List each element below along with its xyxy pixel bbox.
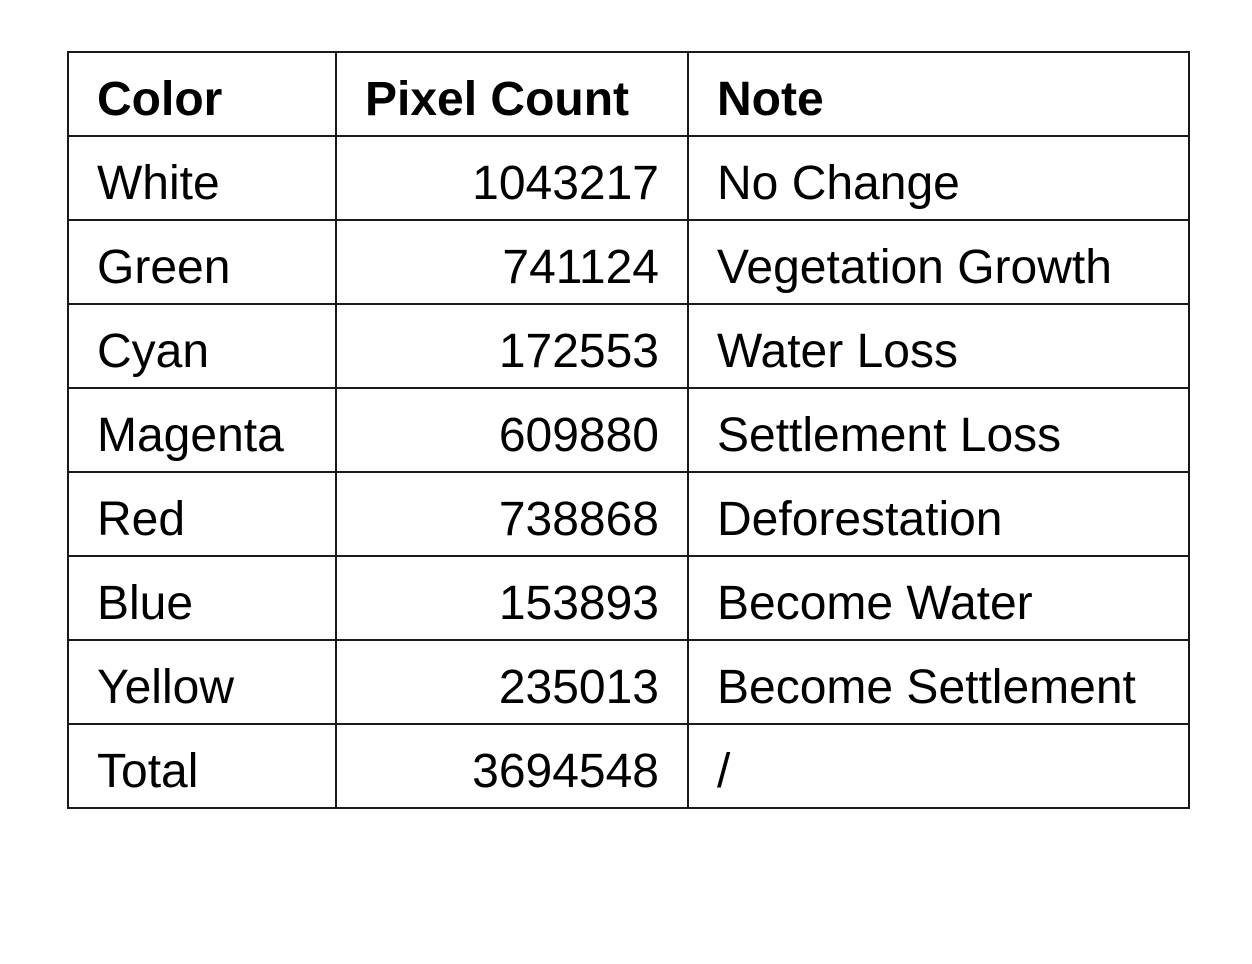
table-row: Yellow 235013 Become Settlement [67,639,1190,725]
cell-note: Deforestation [687,471,1190,557]
cell-color: White [67,135,337,221]
cell-note: Settlement Loss [687,387,1190,473]
cell-color: Total [67,723,337,809]
table-row-total: Total 3694548 / [67,723,1190,809]
cell-color: Yellow [67,639,337,725]
cell-note: / [687,723,1190,809]
cell-note: Vegetation Growth [687,219,1190,305]
cell-pixel-count: 741124 [335,219,689,305]
table-row: Magenta 609880 Settlement Loss [67,387,1190,473]
cell-pixel-count: 609880 [335,387,689,473]
table-row: White 1043217 No Change [67,135,1190,221]
table-body: White 1043217 No Change Green 741124 Veg… [67,135,1190,809]
table-row: Red 738868 Deforestation [67,471,1190,557]
header-color: Color [67,51,337,137]
cell-note: Become Water [687,555,1190,641]
cell-color: Blue [67,555,337,641]
cell-color: Cyan [67,303,337,389]
cell-note: Become Settlement [687,639,1190,725]
cell-note: No Change [687,135,1190,221]
header-note: Note [687,51,1190,137]
cell-note: Water Loss [687,303,1190,389]
cell-pixel-count: 172553 [335,303,689,389]
table-header: Color Pixel Count Note [67,51,1190,137]
table-row: Blue 153893 Become Water [67,555,1190,641]
cell-color: Red [67,471,337,557]
header-pixel-count: Pixel Count [335,51,689,137]
cell-color: Green [67,219,337,305]
cell-pixel-count: 3694548 [335,723,689,809]
header-row: Color Pixel Count Note [67,51,1190,137]
table-row: Cyan 172553 Water Loss [67,303,1190,389]
cell-color: Magenta [67,387,337,473]
table-row: Green 741124 Vegetation Growth [67,219,1190,305]
pixel-count-table: Color Pixel Count Note White 1043217 No … [67,51,1190,809]
cell-pixel-count: 235013 [335,639,689,725]
cell-pixel-count: 153893 [335,555,689,641]
cell-pixel-count: 1043217 [335,135,689,221]
cell-pixel-count: 738868 [335,471,689,557]
